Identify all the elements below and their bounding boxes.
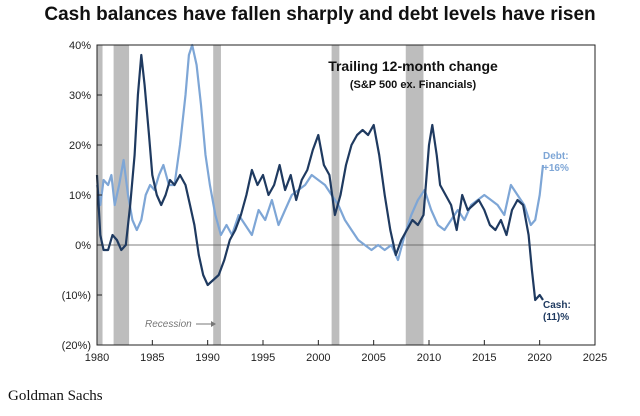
y-tick-label: (20%)	[62, 340, 91, 352]
recession-band	[405, 45, 424, 345]
y-tick-label: 30%	[69, 90, 91, 102]
recession-band	[113, 45, 130, 345]
x-tick-label: 2005	[361, 352, 385, 364]
recession-arrow	[196, 321, 216, 327]
x-tick-label: 2020	[527, 352, 551, 364]
x-tick-label: 2015	[472, 352, 496, 364]
cash-end-label: Cash:	[543, 300, 571, 311]
y-tick-label: (10%)	[62, 290, 91, 302]
recession-label: Recession	[145, 319, 192, 330]
debt-end-label: Debt:	[543, 151, 569, 162]
x-tick-label: 2025	[583, 352, 607, 364]
y-tick-label: 0%	[75, 240, 91, 252]
x-tick-label: 2010	[417, 352, 441, 364]
y-tick-label: 10%	[69, 190, 91, 202]
series-line-cash	[95, 53, 544, 302]
series-line-debt	[95, 43, 545, 262]
x-tick-label: 2000	[306, 352, 330, 364]
y-tick-label: 20%	[69, 140, 91, 152]
x-tick-label: 1985	[140, 352, 164, 364]
plot-area-border	[96, 44, 596, 346]
x-tick-label: 1980	[85, 352, 109, 364]
y-axis-ticks: 40% 30% 20% 10% 0% (10%) (20%)	[62, 40, 102, 352]
source-note: Goldman Sachs	[8, 388, 103, 404]
x-tick-label: 1995	[251, 352, 275, 364]
chart-title: Cash balances have fallen sharply and de…	[44, 4, 596, 25]
series-lines	[95, 43, 545, 302]
debt-end-value: +16%	[543, 163, 569, 174]
y-tick-label: 40%	[69, 40, 91, 52]
x-tick-label: 1990	[195, 352, 219, 364]
recession-band	[331, 45, 340, 345]
recession-band	[213, 45, 221, 345]
x-axis-ticks: 1980 1985 1990 1995 2000 2005 2010 2015 2020 2025	[85, 340, 607, 364]
cash-end-value: (11)%	[543, 312, 569, 323]
chart-subtitle-2: (S&P 500 ex. Financials)	[350, 79, 477, 91]
chart-subtitle: Trailing 12-month change	[328, 58, 498, 74]
